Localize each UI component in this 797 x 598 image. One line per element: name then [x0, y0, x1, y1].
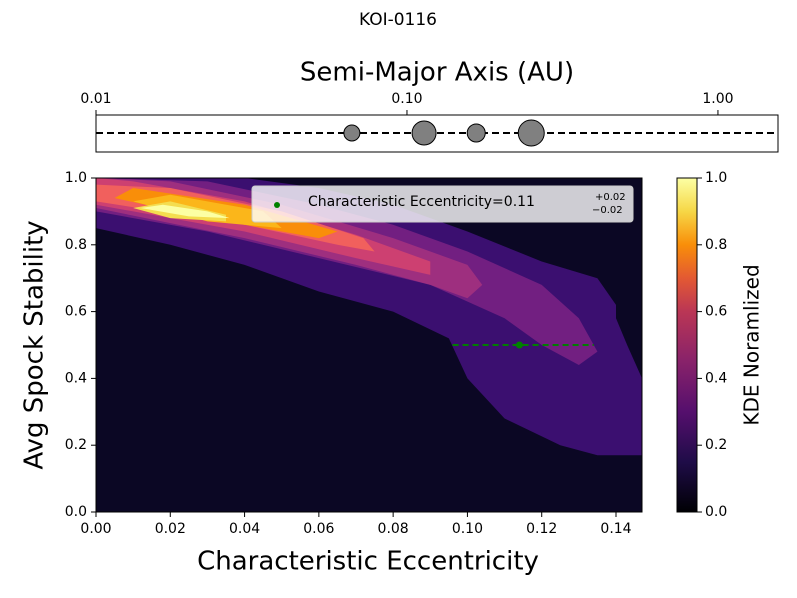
x-tick-label: 0.10: [452, 521, 483, 537]
colorbar-tick-label: 0.4: [705, 370, 727, 386]
colorbar-label: KDE Noramlized: [740, 264, 764, 425]
colorbar-tick-label: 0.2: [705, 437, 727, 453]
y-axis-label: Avg Spock Stability: [20, 220, 50, 469]
x-tick-label: 0.12: [526, 521, 557, 537]
contour-band: [140, 204, 230, 219]
top-axis-label: Semi-Major Axis (AU): [300, 58, 574, 88]
x-tick-label: 0.02: [155, 521, 186, 537]
contour-band: [96, 178, 642, 456]
y-tick-label: 0.4: [65, 370, 87, 386]
x-axis-label: Characteristic Eccentricity: [197, 547, 539, 577]
colorbar-tick-label: 0.8: [705, 237, 727, 253]
point: [515, 341, 523, 349]
figure-title: KOI-0116: [359, 10, 437, 30]
y-tick-label: 0.0: [65, 504, 87, 520]
x-tick-label: 0.00: [80, 521, 111, 537]
colorbar-tick-label: 0.0: [705, 504, 727, 520]
legend-label: Characteristic Eccentricity=0.11: [308, 194, 535, 210]
x-tick-label: 0.14: [600, 521, 631, 537]
colorbar-tick-label: 0.6: [705, 304, 727, 320]
planet: [517, 119, 545, 147]
y-tick-label: 0.6: [65, 304, 87, 320]
contours: [96, 178, 642, 456]
plot-frame: [95, 177, 643, 513]
y-tick-label: 1.0: [65, 170, 87, 186]
colorbar-tick-label: 1.0: [705, 170, 727, 186]
colorbar: [676, 177, 698, 513]
y-tick-label: 0.8: [65, 237, 87, 253]
x-tick-label: 0.08: [378, 521, 409, 537]
x-tick-label: 0.04: [229, 521, 260, 537]
top-tick-label: 1.00: [702, 91, 733, 107]
legend-box: [251, 185, 634, 223]
legend-sub: −0.02: [592, 205, 623, 216]
legend-marker: [274, 202, 280, 208]
legend-sup: +0.02: [595, 192, 626, 203]
y-tick-label: 0.2: [65, 437, 87, 453]
x-tick-label: 0.06: [303, 521, 334, 537]
planet: [411, 120, 437, 146]
planet: [343, 124, 361, 142]
top-tick-label: 0.10: [391, 91, 422, 107]
top-tick-label: 0.01: [80, 91, 111, 107]
planet: [466, 123, 486, 143]
